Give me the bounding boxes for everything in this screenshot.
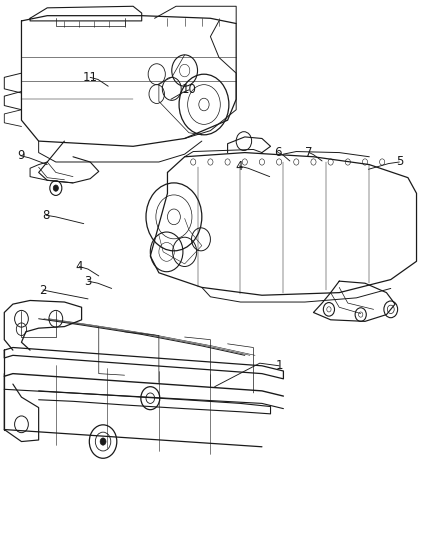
Text: 1: 1 — [276, 359, 283, 372]
Circle shape — [53, 185, 58, 191]
Text: 11: 11 — [83, 71, 98, 84]
Text: 6: 6 — [275, 146, 282, 159]
Circle shape — [100, 438, 106, 445]
Text: 7: 7 — [305, 146, 313, 159]
Text: 3: 3 — [85, 274, 92, 288]
Text: 4: 4 — [236, 160, 244, 173]
Text: 9: 9 — [17, 149, 25, 162]
Text: 4: 4 — [76, 260, 83, 273]
Text: 5: 5 — [396, 156, 403, 168]
Text: 8: 8 — [42, 209, 50, 222]
Text: 2: 2 — [39, 284, 47, 296]
Text: 10: 10 — [181, 83, 196, 96]
